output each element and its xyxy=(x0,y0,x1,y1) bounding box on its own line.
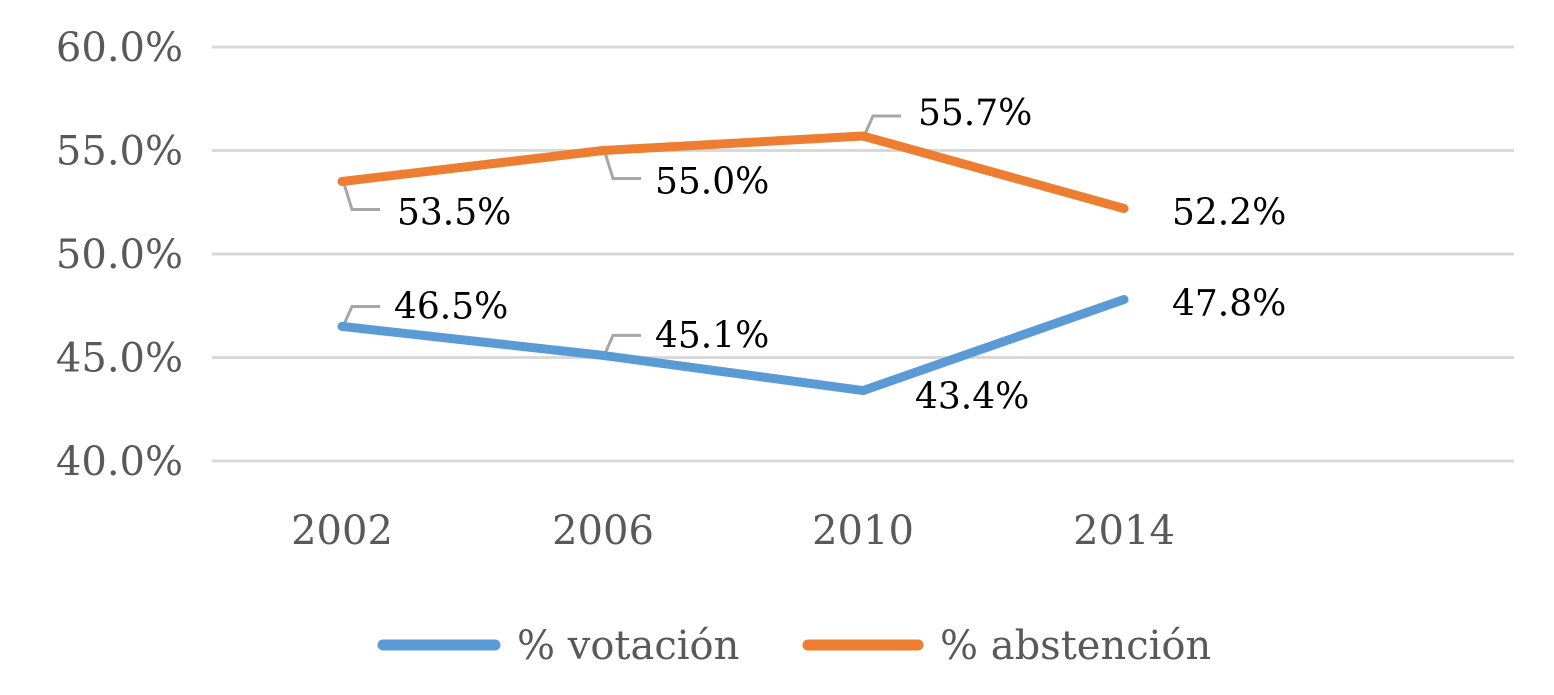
y-tick-label: 50.0% xyxy=(56,232,183,278)
data-label: 52.2% xyxy=(1172,192,1286,233)
data-label: 55.7% xyxy=(918,93,1032,134)
series-line-1 xyxy=(337,131,1129,213)
series-line-0 xyxy=(337,295,1129,396)
data-label: 55.0% xyxy=(655,162,769,203)
data-label: 53.5% xyxy=(397,193,511,234)
data-label: 43.4% xyxy=(915,377,1029,418)
x-tick-label: 2014 xyxy=(1073,508,1175,554)
leader-line xyxy=(863,114,901,135)
y-axis-tick-labels: 40.0% 45.0% 50.0% 55.0% 60.0% xyxy=(56,25,183,485)
legend-label: % abstención xyxy=(940,623,1211,669)
y-tick-label: 60.0% xyxy=(56,25,183,71)
x-tick-label: 2010 xyxy=(812,508,914,554)
leader-line xyxy=(342,183,380,212)
data-label: 47.8% xyxy=(1172,284,1286,325)
leader-line xyxy=(603,152,641,180)
legend-label: % votación xyxy=(517,623,739,669)
data-label: 46.5% xyxy=(394,286,508,327)
x-axis-tick-labels: 2002 2006 2010 2014 xyxy=(291,508,1175,554)
data-label-leader-lines xyxy=(342,114,901,355)
leader-line xyxy=(342,304,380,326)
legend: % votación % abstención xyxy=(377,623,1211,669)
data-label: 45.1% xyxy=(655,315,769,356)
leader-line xyxy=(603,333,641,355)
y-tick-label: 45.0% xyxy=(56,336,183,382)
x-tick-label: 2006 xyxy=(552,508,654,554)
series-lines xyxy=(337,131,1129,396)
y-tick-label: 55.0% xyxy=(56,129,183,175)
y-tick-label: 40.0% xyxy=(56,439,183,485)
gridlines xyxy=(212,45,1514,463)
x-tick-label: 2002 xyxy=(291,508,393,554)
data-labels: 46.5% 45.1% 43.4% 47.8% 53.5% 55.0% 55.7% 52.2% xyxy=(394,93,1286,418)
